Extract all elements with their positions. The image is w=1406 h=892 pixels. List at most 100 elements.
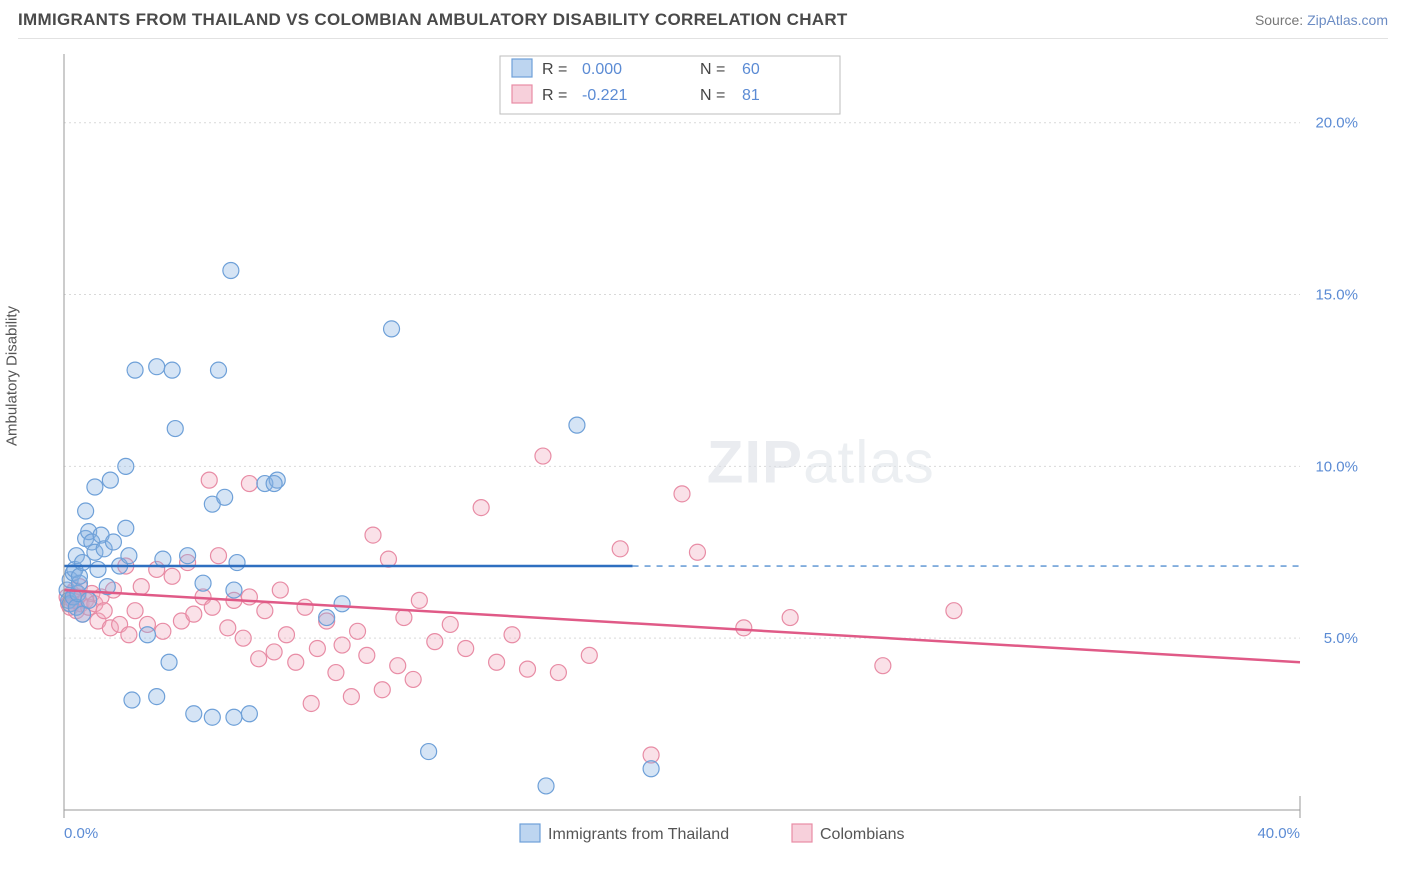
header-divider	[18, 38, 1388, 39]
data-point	[374, 682, 390, 698]
data-point	[689, 544, 705, 560]
data-point	[581, 647, 597, 663]
svg-text:-0.221: -0.221	[582, 87, 627, 104]
plot-area: 5.0%10.0%15.0%20.0%ZIPatlas0.0%40.0%R =0…	[50, 50, 1370, 830]
x-tick-label: 40.0%	[1257, 825, 1300, 842]
source-link[interactable]: ZipAtlas.com	[1307, 12, 1388, 28]
data-point	[241, 706, 257, 722]
data-point	[365, 527, 381, 543]
data-point	[257, 603, 273, 619]
data-point	[674, 486, 690, 502]
data-point	[241, 589, 257, 605]
data-point	[288, 654, 304, 670]
data-point	[442, 616, 458, 632]
data-point	[186, 606, 202, 622]
data-point	[127, 362, 143, 378]
data-point	[204, 709, 220, 725]
data-point	[473, 500, 489, 516]
data-point	[782, 610, 798, 626]
data-point	[127, 603, 143, 619]
svg-text:N =: N =	[700, 87, 725, 104]
data-point	[211, 548, 227, 564]
data-point	[186, 706, 202, 722]
chart-svg: 5.0%10.0%15.0%20.0%ZIPatlas0.0%40.0%R =0…	[50, 50, 1370, 850]
data-point	[875, 658, 891, 674]
data-point	[167, 421, 183, 437]
source-label: Source:	[1255, 12, 1303, 28]
data-point	[155, 623, 171, 639]
data-point	[535, 448, 551, 464]
data-point	[380, 551, 396, 567]
legend-swatch	[520, 824, 540, 842]
data-point	[211, 362, 227, 378]
data-point	[90, 561, 106, 577]
data-point	[334, 637, 350, 653]
data-point	[149, 689, 165, 705]
data-point	[121, 548, 137, 564]
data-point	[421, 744, 437, 760]
data-point	[405, 671, 421, 687]
data-point	[161, 654, 177, 670]
data-point	[328, 665, 344, 681]
data-point	[458, 640, 474, 656]
data-point	[266, 644, 282, 660]
data-point	[384, 321, 400, 337]
data-point	[78, 503, 94, 519]
svg-text:15.0%: 15.0%	[1315, 287, 1358, 304]
data-point	[350, 623, 366, 639]
data-point	[229, 555, 245, 571]
data-point	[118, 520, 134, 536]
source-attribution: Source: ZipAtlas.com	[1255, 12, 1388, 28]
data-point	[309, 640, 325, 656]
legend-swatch	[792, 824, 812, 842]
data-point	[569, 417, 585, 433]
data-point	[121, 627, 137, 643]
data-point	[334, 596, 350, 612]
data-point	[195, 575, 211, 591]
legend-stats: R =0.000N =60R =-0.221N =81	[500, 56, 840, 114]
data-point	[319, 610, 335, 626]
data-point	[396, 610, 412, 626]
data-point	[201, 472, 217, 488]
data-point	[946, 603, 962, 619]
chart-title: IMMIGRANTS FROM THAILAND VS COLOMBIAN AM…	[18, 10, 848, 29]
data-point	[133, 579, 149, 595]
data-point	[489, 654, 505, 670]
data-point	[411, 592, 427, 608]
data-point	[427, 634, 443, 650]
data-point	[124, 692, 140, 708]
data-point	[241, 476, 257, 492]
svg-text:60: 60	[742, 61, 760, 78]
svg-text:N =: N =	[700, 61, 725, 78]
data-point	[220, 620, 236, 636]
data-point	[266, 476, 282, 492]
data-point	[164, 568, 180, 584]
data-point	[251, 651, 267, 667]
data-point	[118, 458, 134, 474]
data-point	[390, 658, 406, 674]
data-point	[149, 359, 165, 375]
data-point	[643, 761, 659, 777]
svg-text:R =: R =	[542, 87, 567, 104]
data-point	[226, 709, 242, 725]
data-point	[612, 541, 628, 557]
data-point	[272, 582, 288, 598]
y-axis-label: Ambulatory Disability	[4, 306, 21, 446]
legend-series: Immigrants from ThailandColombians	[520, 824, 904, 843]
svg-text:5.0%: 5.0%	[1324, 630, 1358, 647]
data-point	[538, 778, 554, 794]
data-point	[223, 262, 239, 278]
data-point	[217, 489, 233, 505]
data-point	[139, 627, 155, 643]
data-point	[303, 695, 319, 711]
x-tick-label: 0.0%	[64, 825, 98, 842]
data-point	[359, 647, 375, 663]
svg-text:10.0%: 10.0%	[1315, 458, 1358, 475]
data-point	[736, 620, 752, 636]
trendline-colombians	[64, 590, 1300, 662]
svg-text:20.0%: 20.0%	[1315, 115, 1358, 132]
data-point	[87, 479, 103, 495]
data-point	[550, 665, 566, 681]
svg-text:R =: R =	[542, 61, 567, 78]
data-point	[343, 689, 359, 705]
